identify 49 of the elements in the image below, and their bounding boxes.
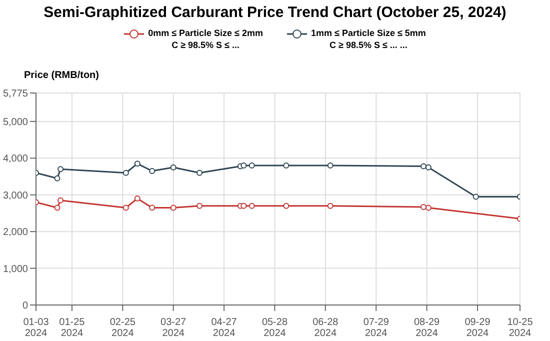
point: [472, 194, 479, 200]
point: [134, 196, 140, 202]
point: [240, 202, 247, 209]
point: [134, 160, 140, 167]
x-tick-label: 10-25 2024: [507, 317, 534, 339]
point: [240, 162, 247, 168]
x-tick-label: 05-28 2024: [262, 317, 288, 339]
point: [54, 175, 60, 182]
point: [149, 168, 156, 174]
point: [149, 204, 156, 211]
y-tick-label: 5,000: [2, 117, 28, 128]
x-tick-label: 08-29 2024: [414, 317, 440, 339]
point: [196, 202, 203, 209]
y-tick-label: 3,000: [2, 190, 28, 202]
point: [58, 166, 64, 172]
y-axis-title: Price (RMB/ton): [24, 70, 99, 81]
point: [248, 202, 255, 209]
x-tick-label: 03-27 2024: [160, 317, 187, 339]
legend-label: 1mm ≤ Particle Size ≤ 5mm C ≥ 98.5% S ≤ ... ...: [311, 27, 426, 51]
point: [425, 204, 432, 211]
point: [327, 202, 334, 209]
point: [248, 162, 255, 168]
y-tick-label: 4,000: [2, 154, 28, 165]
x-tick-label: 01-25 2024: [59, 317, 86, 339]
point: [54, 204, 60, 211]
chart-title: Semi-Graphitized Carburant Price Trend Chart (October 25, 2024): [42, 4, 508, 21]
point: [420, 204, 427, 210]
y-tick-label: 5,775: [2, 88, 28, 100]
x-tick-label: 09-29 2024: [464, 317, 491, 339]
legend-label: 0mm ≤ Particle Size ≤ 2mm C ≥ 98.5% S ≤ ...: [148, 27, 263, 51]
point: [196, 170, 203, 176]
y-tick-label: 0: [22, 300, 28, 312]
point: [283, 202, 290, 209]
x-tick-label: 07-29 2024: [363, 317, 390, 339]
point: [58, 197, 64, 204]
x-tick-label: 02-25 2024: [110, 317, 136, 339]
x-tick-label: 04-27 2024: [211, 317, 238, 339]
y-tick-label: 2,000: [2, 227, 28, 238]
point: [420, 163, 427, 170]
point: [283, 162, 290, 168]
point: [425, 164, 432, 170]
y-tick-label: 1,000: [2, 264, 28, 275]
point: [327, 162, 334, 168]
point: [122, 204, 129, 211]
x-tick-label: 01-03 2024: [23, 317, 50, 339]
point: [170, 204, 176, 211]
point: [122, 170, 129, 176]
x-tick-label: 06-28 2024: [312, 317, 339, 339]
point: [170, 164, 176, 170]
